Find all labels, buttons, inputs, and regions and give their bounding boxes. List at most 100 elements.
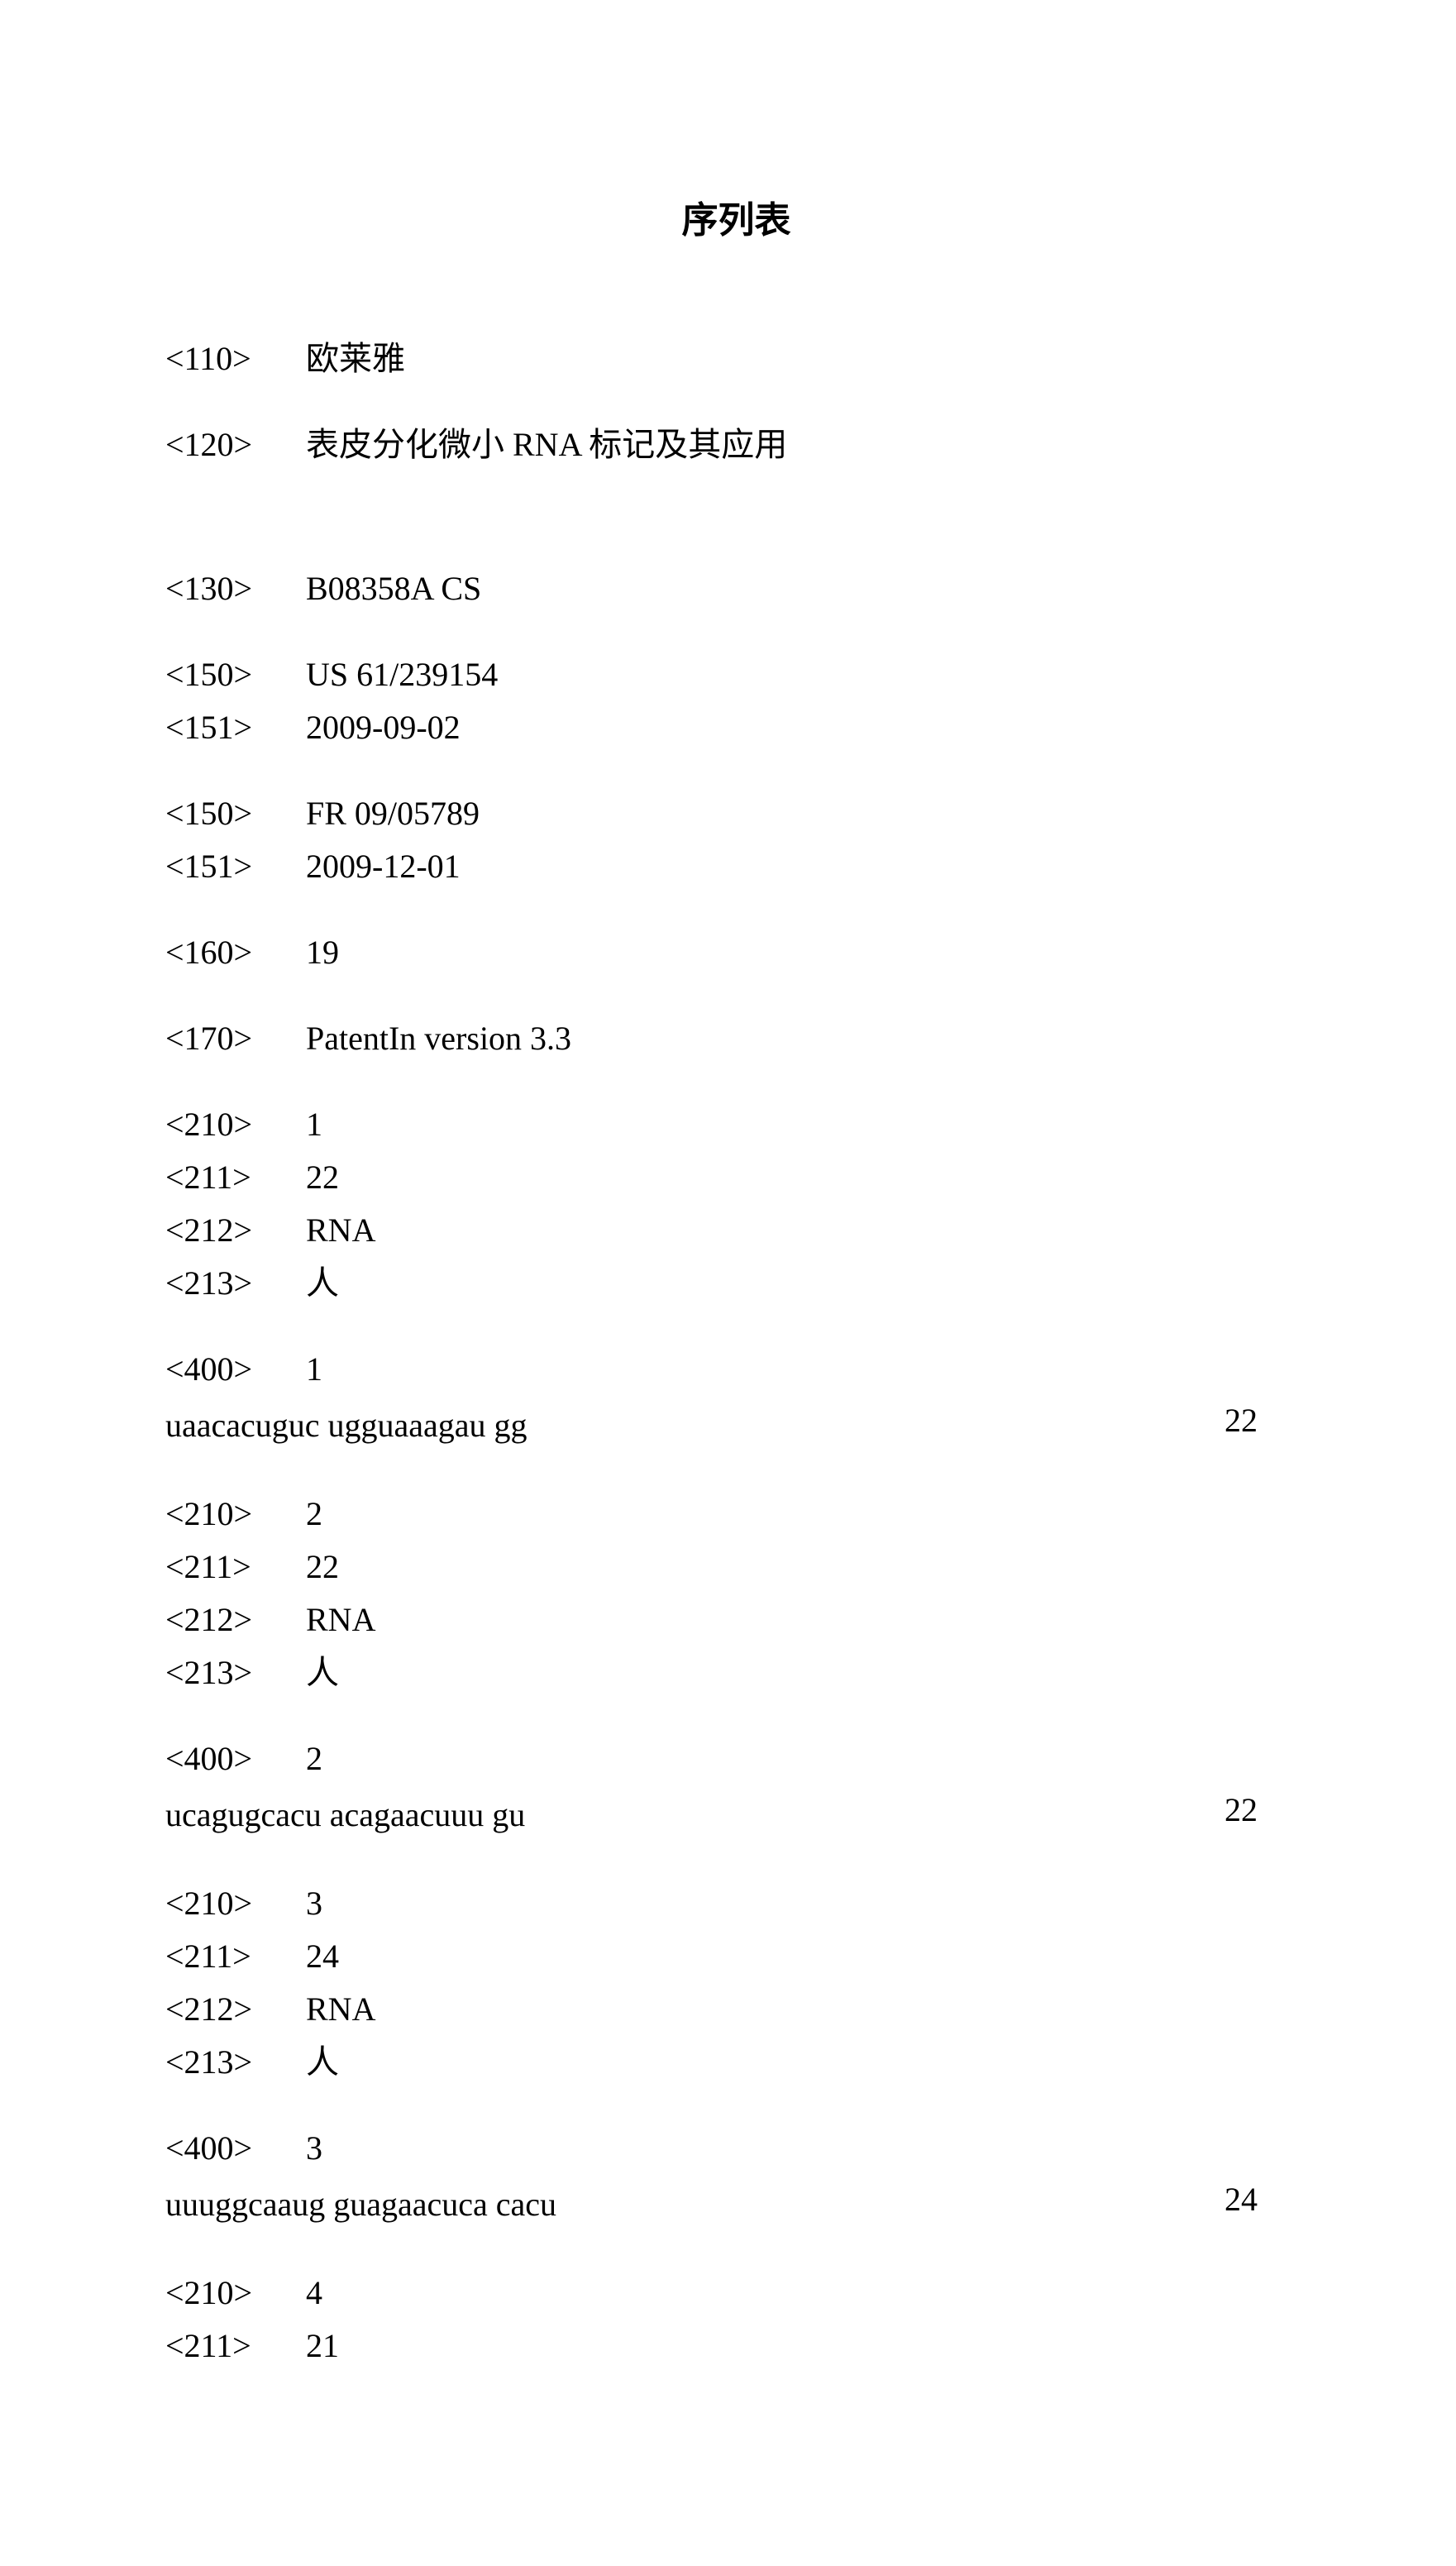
- val-213: 人: [306, 2046, 339, 2079]
- tag-170: <170>: [165, 1022, 298, 1055]
- seq3-400: <400> 3: [165, 2132, 1307, 2165]
- val-210: 4: [306, 2277, 322, 2310]
- seq2-400: <400> 2: [165, 1742, 1307, 1775]
- seq2-212: <212> RNA: [165, 1603, 1307, 1637]
- tag-130: <130>: [165, 572, 298, 605]
- val-110: 欧莱雅: [306, 342, 405, 375]
- seq1-211: <211> 22: [165, 1161, 1307, 1194]
- spacer: [165, 2099, 1307, 2132]
- field-170: <170> PatentIn version 3.3: [165, 1022, 1307, 1055]
- seq2-213: <213> 人: [165, 1656, 1307, 1689]
- val-150: FR 09/05789: [306, 797, 480, 830]
- tag-212: <212>: [165, 1214, 298, 1247]
- field-150-prio2: <150> FR 09/05789: [165, 797, 1307, 830]
- tag-120: <120>: [165, 428, 298, 461]
- tag-400: <400>: [165, 1353, 298, 1386]
- tag-400: <400>: [165, 2132, 298, 2165]
- val-400: 3: [306, 2132, 322, 2165]
- val-160: 19: [306, 936, 339, 969]
- seq3-211: <211> 24: [165, 1940, 1307, 1973]
- val-170: PatentIn version 3.3: [306, 1022, 571, 1055]
- spacer: [165, 1854, 1307, 1887]
- tag-212: <212>: [165, 1603, 298, 1637]
- spacer: [165, 625, 1307, 658]
- val-400: 1: [306, 1353, 322, 1386]
- seq4-210: <210> 4: [165, 2277, 1307, 2310]
- seq1-sequence-row: uaacacuguc ugguaaagau gg 22: [165, 1406, 1307, 1445]
- field-130: <130> B08358A CS: [165, 572, 1307, 605]
- val-210: 2: [306, 1498, 322, 1531]
- spacer: [165, 989, 1307, 1022]
- val-212: RNA: [306, 1993, 375, 2026]
- tag-211: <211>: [165, 2329, 298, 2363]
- sequence-listing-title: 序列表: [165, 190, 1307, 243]
- seq1-400: <400> 1: [165, 1353, 1307, 1386]
- tag-160: <160>: [165, 936, 298, 969]
- seq3-length: 24: [1224, 2180, 1258, 2219]
- spacer: [165, 539, 1307, 572]
- seq1-212: <212> RNA: [165, 1214, 1307, 1247]
- tag-210: <210>: [165, 2277, 298, 2310]
- tag-213: <213>: [165, 1267, 298, 1300]
- spacer: [165, 1709, 1307, 1742]
- spacer: [165, 395, 1307, 428]
- seq2-210: <210> 2: [165, 1498, 1307, 1531]
- val-130: B08358A CS: [306, 572, 481, 605]
- seq2-sequence: ucagugcacu acagaacuuu gu: [165, 1795, 525, 1834]
- tag-211: <211>: [165, 1161, 298, 1194]
- val-120: 表皮分化微小 RNA 标记及其应用: [306, 428, 787, 461]
- seq3-sequence: uuuggcaaug guagaacuca cacu: [165, 2185, 556, 2224]
- tag-150: <150>: [165, 797, 298, 830]
- page: 序列表 <110> 欧莱雅 <120> 表皮分化微小 RNA 标记及其应用 <1…: [0, 0, 1456, 2566]
- val-211: 21: [306, 2329, 339, 2363]
- val-210: 3: [306, 1887, 322, 1920]
- tag-210: <210>: [165, 1887, 298, 1920]
- val-212: RNA: [306, 1603, 375, 1637]
- tag-151: <151>: [165, 711, 298, 744]
- val-210: 1: [306, 1108, 322, 1141]
- field-151-prio2: <151> 2009-12-01: [165, 850, 1307, 883]
- val-213: 人: [306, 1656, 339, 1689]
- tag-211: <211>: [165, 1940, 298, 1973]
- tag-213: <213>: [165, 2046, 298, 2079]
- field-120: <120> 表皮分化微小 RNA 标记及其应用: [165, 428, 1307, 461]
- val-150: US 61/239154: [306, 658, 498, 691]
- seq1-sequence: uaacacuguc ugguaaagau gg: [165, 1406, 528, 1445]
- field-151-prio1: <151> 2009-09-02: [165, 711, 1307, 744]
- seq1-213: <213> 人: [165, 1267, 1307, 1300]
- seq2-sequence-row: ucagugcacu acagaacuuu gu 22: [165, 1795, 1307, 1834]
- seq3-212: <212> RNA: [165, 1993, 1307, 2026]
- tag-210: <210>: [165, 1498, 298, 1531]
- tag-211: <211>: [165, 1551, 298, 1584]
- field-160: <160> 19: [165, 936, 1307, 969]
- field-110: <110> 欧莱雅: [165, 342, 1307, 375]
- val-211: 22: [306, 1551, 339, 1584]
- spacer: [165, 764, 1307, 797]
- tag-150: <150>: [165, 658, 298, 691]
- spacer: [165, 903, 1307, 936]
- seq1-210: <210> 1: [165, 1108, 1307, 1141]
- spacer: [165, 1320, 1307, 1353]
- val-212: RNA: [306, 1214, 375, 1247]
- seq2-length: 22: [1224, 1790, 1258, 1829]
- val-211: 24: [306, 1940, 339, 1973]
- seq2-211: <211> 22: [165, 1551, 1307, 1584]
- tag-110: <110>: [165, 342, 298, 375]
- tag-400: <400>: [165, 1742, 298, 1775]
- seq3-210: <210> 3: [165, 1887, 1307, 1920]
- tag-213: <213>: [165, 1656, 298, 1689]
- spacer: [165, 2243, 1307, 2277]
- val-211: 22: [306, 1161, 339, 1194]
- val-400: 2: [306, 1742, 322, 1775]
- spacer: [165, 1465, 1307, 1498]
- field-150-prio1: <150> US 61/239154: [165, 658, 1307, 691]
- tag-212: <212>: [165, 1993, 298, 2026]
- seq1-length: 22: [1224, 1401, 1258, 1440]
- spacer: [165, 1075, 1307, 1108]
- val-213: 人: [306, 1267, 339, 1300]
- tag-151: <151>: [165, 850, 298, 883]
- seq3-sequence-row: uuuggcaaug guagaacuca cacu 24: [165, 2185, 1307, 2224]
- spacer: [165, 481, 1307, 539]
- tag-210: <210>: [165, 1108, 298, 1141]
- val-151: 2009-12-01: [306, 850, 461, 883]
